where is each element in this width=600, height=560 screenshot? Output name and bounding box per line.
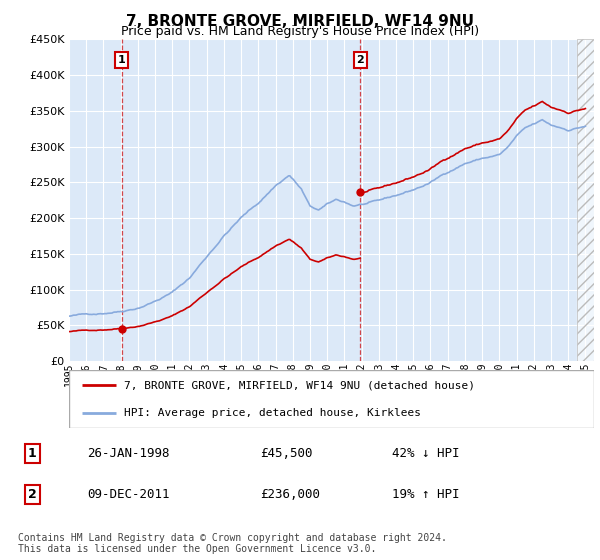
Text: 2: 2 — [356, 55, 364, 65]
Text: 7, BRONTE GROVE, MIRFIELD, WF14 9NU (detached house): 7, BRONTE GROVE, MIRFIELD, WF14 9NU (det… — [124, 380, 475, 390]
Text: HPI: Average price, detached house, Kirklees: HPI: Average price, detached house, Kirk… — [124, 408, 421, 418]
Text: 1: 1 — [118, 55, 126, 65]
FancyBboxPatch shape — [69, 370, 594, 428]
Text: Contains HM Land Registry data © Crown copyright and database right 2024.
This d: Contains HM Land Registry data © Crown c… — [18, 533, 447, 554]
Text: £236,000: £236,000 — [260, 488, 320, 501]
Text: Price paid vs. HM Land Registry's House Price Index (HPI): Price paid vs. HM Land Registry's House … — [121, 25, 479, 38]
Text: 1: 1 — [28, 447, 37, 460]
Text: 09-DEC-2011: 09-DEC-2011 — [87, 488, 170, 501]
Text: 7, BRONTE GROVE, MIRFIELD, WF14 9NU: 7, BRONTE GROVE, MIRFIELD, WF14 9NU — [126, 14, 474, 29]
Text: 2: 2 — [28, 488, 37, 501]
Text: 26-JAN-1998: 26-JAN-1998 — [87, 447, 170, 460]
Text: 19% ↑ HPI: 19% ↑ HPI — [392, 488, 460, 501]
Text: £45,500: £45,500 — [260, 447, 313, 460]
Text: 42% ↓ HPI: 42% ↓ HPI — [392, 447, 460, 460]
